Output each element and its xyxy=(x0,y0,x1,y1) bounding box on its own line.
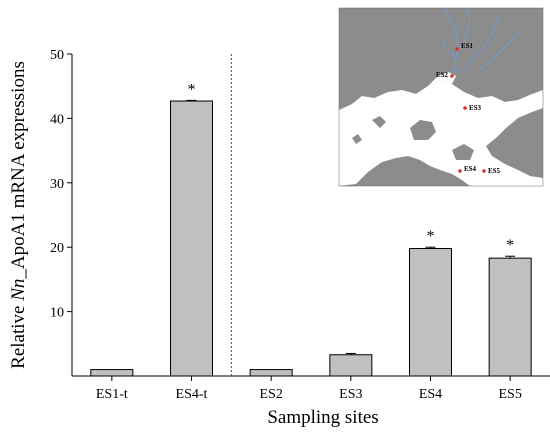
map-bay xyxy=(339,80,543,186)
bar xyxy=(488,257,532,377)
map-river xyxy=(459,9,471,49)
y-tick-label: 50 xyxy=(50,48,64,63)
y-tick-label: 30 xyxy=(50,177,64,192)
y-axis-title-prefix: Relative xyxy=(8,301,29,369)
x-tick-label: ES1-t xyxy=(96,387,128,402)
map-inlet xyxy=(428,72,456,86)
map-water-group xyxy=(339,72,543,186)
y-tick-label: 10 xyxy=(50,306,64,321)
map-river xyxy=(455,13,501,75)
map-site-point xyxy=(482,169,486,173)
significance-marker: * xyxy=(506,237,514,254)
bar xyxy=(170,100,213,377)
map-site-label: ES3 xyxy=(469,104,482,112)
x-tick-label: ES2 xyxy=(259,387,282,402)
map-border xyxy=(338,7,544,187)
map-site-point xyxy=(455,47,459,51)
bar xyxy=(90,369,134,377)
map-island xyxy=(452,144,474,160)
y-axis-title-suffix: _ApoA1 mRNA expressions xyxy=(8,61,29,279)
map-site-point xyxy=(463,106,467,110)
significance-marker: * xyxy=(188,81,196,98)
map-river xyxy=(445,7,459,73)
bars-group: * * * xyxy=(90,81,532,377)
map-site-label: ES5 xyxy=(488,167,501,175)
map-inset: ES1 ES2 ES3 ES4 ES5 xyxy=(338,7,544,187)
bar xyxy=(329,354,373,377)
y-tick-label: 20 xyxy=(50,241,64,256)
x-tick-label: ES4 xyxy=(419,387,442,402)
x-tick-label: ES3 xyxy=(339,387,362,402)
map-island xyxy=(410,120,436,140)
y-tick-label: 40 xyxy=(50,112,64,127)
x-tick-label: ES4-t xyxy=(176,387,208,402)
y-axis-title: Relative Nn_ApoA1 mRNA expressions xyxy=(8,61,29,369)
map-site-label: ES1 xyxy=(461,42,474,50)
map-island xyxy=(352,134,362,144)
map-river xyxy=(479,29,521,71)
bar xyxy=(249,369,293,377)
map-site-label: ES4 xyxy=(464,165,477,173)
x-axis-title: Sampling sites xyxy=(267,407,378,428)
axes: 10 20 30 40 50 ES1-t ES4-t ES2 ES3 ES4 ES5 xyxy=(50,48,550,402)
bar xyxy=(409,247,452,377)
map-site-label: ES2 xyxy=(436,71,449,79)
map-river xyxy=(441,39,457,59)
x-tick-label: ES5 xyxy=(498,387,521,402)
y-axis-title-italic: Nn xyxy=(8,279,29,302)
map-island xyxy=(372,116,386,128)
map-site-point xyxy=(450,74,454,78)
significance-marker: * xyxy=(427,228,435,245)
map-site-point xyxy=(458,169,462,173)
